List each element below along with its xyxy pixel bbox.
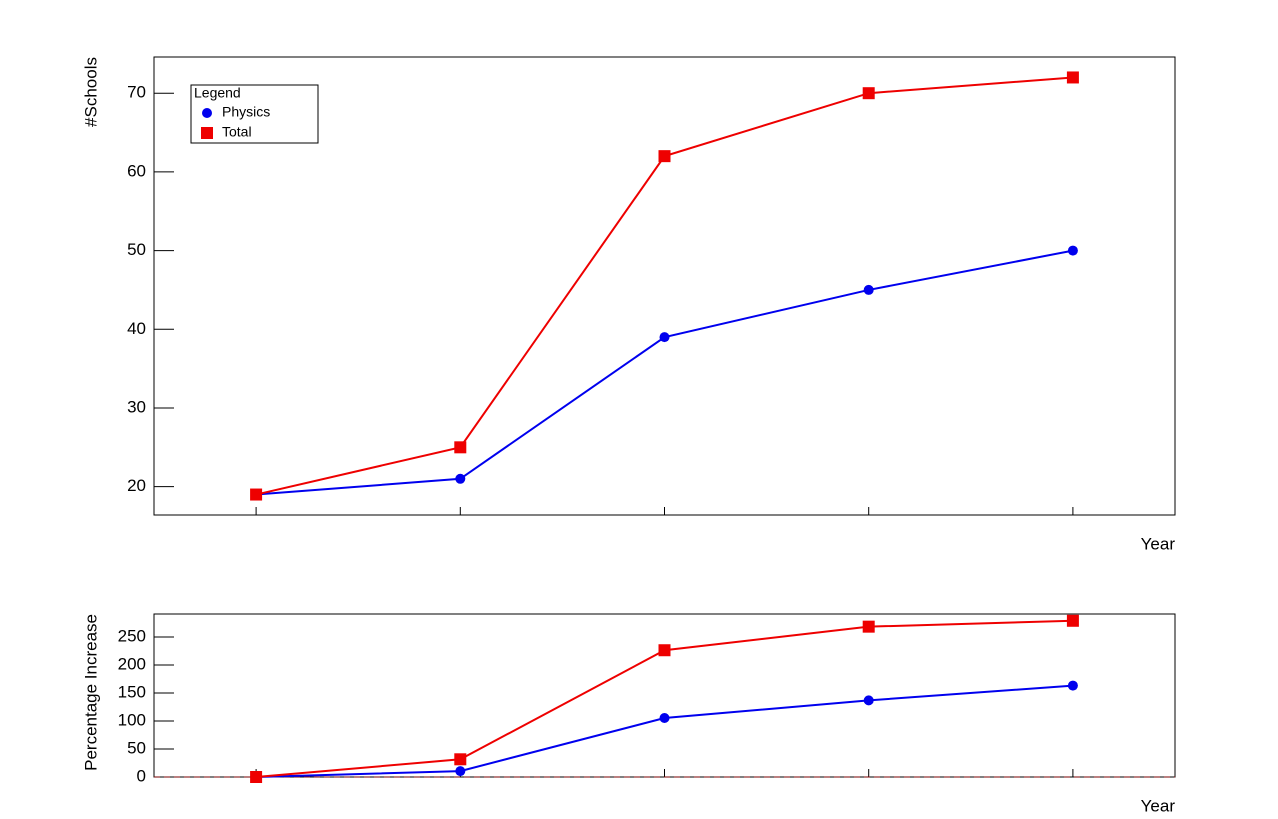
y-tick-label: 250 (118, 626, 146, 645)
x-axis-label: Year (1141, 796, 1176, 815)
marker (863, 695, 874, 706)
y-tick-label: 200 (118, 654, 146, 673)
marker (659, 332, 670, 343)
y-tick-label: 100 (118, 710, 146, 729)
marker (454, 441, 467, 454)
x-axis-label: Year (1141, 534, 1176, 553)
marker (1067, 245, 1078, 256)
marker (862, 87, 875, 100)
y-tick-label: 50 (127, 240, 146, 259)
marker (1067, 680, 1078, 691)
legend-label: Physics (222, 104, 270, 120)
marker (455, 473, 466, 484)
marker (863, 284, 874, 295)
y-tick-label: 70 (127, 83, 146, 102)
y-axis-label: Percentage Increase (81, 614, 100, 771)
marker (250, 771, 263, 783)
marker (1066, 614, 1079, 627)
marker (658, 644, 671, 657)
y-tick-label: 40 (127, 319, 146, 338)
marker (454, 753, 467, 766)
series-line (256, 619, 1073, 778)
y-tick-label: 50 (127, 738, 146, 757)
y-tick-label: 30 (127, 397, 146, 416)
legend: Legend Physics Total (190, 84, 319, 144)
series-line (256, 249, 1074, 496)
marker (250, 488, 263, 501)
y-tick-label: 20 (127, 476, 146, 495)
legend-title: Legend (194, 85, 241, 101)
plot-frame (153, 613, 1176, 778)
y-tick-label: 0 (137, 766, 146, 785)
marker (455, 766, 466, 777)
y-tick-label: 150 (118, 682, 146, 701)
marker (658, 150, 671, 163)
series-line (256, 684, 1073, 778)
marker (1066, 71, 1079, 84)
y-tick-label: 60 (127, 161, 146, 180)
marker (862, 620, 875, 633)
legend-marker (201, 127, 213, 139)
legend-marker (202, 108, 212, 118)
y-axis-label: #Schools (81, 57, 100, 127)
legend-label: Total (222, 124, 252, 140)
series-line (255, 76, 1073, 496)
marker (659, 713, 670, 724)
